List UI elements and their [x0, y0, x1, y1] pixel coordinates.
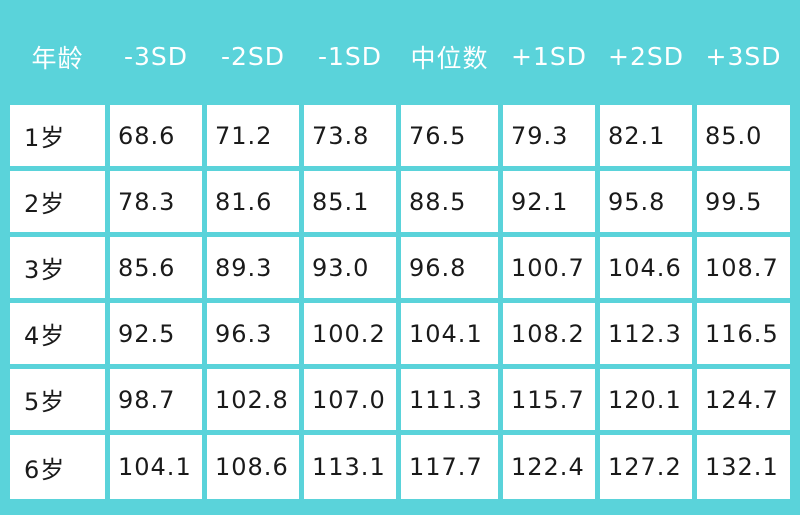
table-cell: 88.5 — [401, 171, 498, 232]
table-cell: 102.8 — [207, 369, 299, 430]
table-cell: 104.6 — [600, 237, 692, 298]
table-cell: 93.0 — [304, 237, 396, 298]
table-cell: 99.5 — [697, 171, 790, 232]
table-cell: 82.1 — [600, 105, 692, 166]
table-cell: 111.3 — [401, 369, 498, 430]
row-age-label: 5岁 — [10, 369, 105, 430]
table-cell: 115.7 — [503, 369, 595, 430]
table-cell: 85.6 — [110, 237, 202, 298]
header-minus-1sd: -1SD — [317, 42, 383, 71]
table-cell: 85.1 — [304, 171, 396, 232]
table-cell: 95.8 — [600, 171, 692, 232]
table-cell: 98.7 — [110, 369, 202, 430]
header-plus-3sd: +3SD — [705, 42, 782, 71]
row-age-label: 4岁 — [10, 303, 105, 364]
header-median: 中位数 — [410, 43, 489, 73]
header-minus-2sd: -2SD — [220, 42, 286, 71]
table-cell: 100.2 — [304, 303, 396, 364]
table-cell: 132.1 — [697, 435, 790, 499]
table-cell: 73.8 — [304, 105, 396, 166]
header-age: 年龄 — [31, 43, 84, 73]
table-cell: 92.1 — [503, 171, 595, 232]
header-plus-2sd: +2SD — [608, 42, 684, 71]
table-cell: 96.8 — [401, 237, 498, 298]
table-cell: 108.6 — [207, 435, 299, 499]
table-cell: 107.0 — [304, 369, 396, 430]
header-minus-3sd: -3SD — [123, 42, 189, 71]
table-cell: 108.7 — [697, 237, 790, 298]
table-cell: 100.7 — [503, 237, 595, 298]
row-age-label: 3岁 — [10, 237, 105, 298]
table-cell: 124.7 — [697, 369, 790, 430]
table-cell: 104.1 — [401, 303, 498, 364]
table-cell: 79.3 — [503, 105, 595, 166]
table-cell: 127.2 — [600, 435, 692, 499]
table-cell: 108.2 — [503, 303, 595, 364]
table-cell: 76.5 — [401, 105, 498, 166]
table-cell: 113.1 — [304, 435, 396, 499]
table-cell: 117.7 — [401, 435, 498, 499]
table-cell: 89.3 — [207, 237, 299, 298]
header-plus-1sd: +1SD — [511, 42, 587, 71]
table-cell: 78.3 — [110, 171, 202, 232]
table-cell: 122.4 — [503, 435, 595, 499]
table-cell: 96.3 — [207, 303, 299, 364]
table-cell: 112.3 — [600, 303, 692, 364]
row-age-label: 2岁 — [10, 171, 105, 232]
table-cell: 81.6 — [207, 171, 299, 232]
row-age-label: 6岁 — [10, 435, 105, 499]
table-cell: 116.5 — [697, 303, 790, 364]
table-cell: 71.2 — [207, 105, 299, 166]
table-cell: 120.1 — [600, 369, 692, 430]
table-cell: 104.1 — [110, 435, 202, 499]
table-cell: 68.6 — [110, 105, 202, 166]
table-grid: 年龄 -3SD -2SD -1SD 中位数 +1SD +2SD +3SD 1岁 … — [10, 5, 800, 505]
row-age-label: 1岁 — [10, 105, 105, 166]
table-cell: 85.0 — [697, 105, 790, 166]
table-cell: 92.5 — [110, 303, 202, 364]
